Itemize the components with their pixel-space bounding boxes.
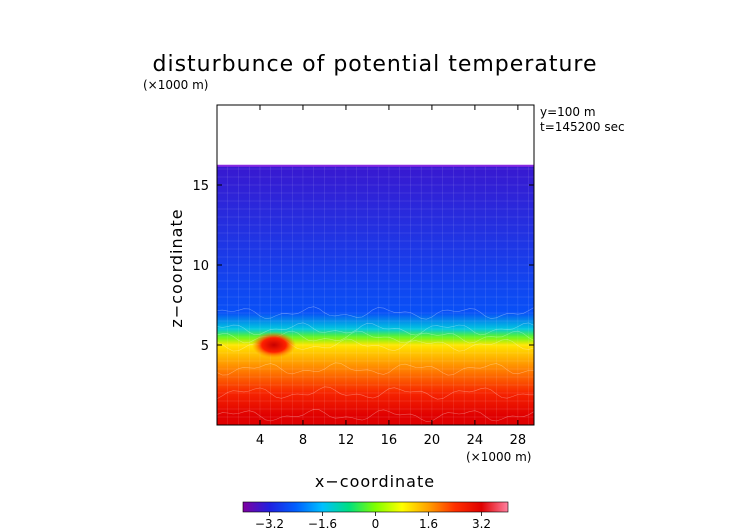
y-axis-label: z−coordinate <box>167 208 186 327</box>
x-tick-label: 20 <box>424 433 441 448</box>
colorbar-tick-label: 3.2 <box>472 517 491 531</box>
y-tick-label: 15 <box>192 179 209 194</box>
chart-title: disturbunce of potential temperature <box>153 52 598 77</box>
y-axis-ticks: 5 10 15 <box>192 179 534 354</box>
warm-anomaly <box>251 332 296 358</box>
colorbar <box>242 501 509 513</box>
colorbar-tick-label: −1.6 <box>308 517 337 531</box>
y-tick-label: 10 <box>192 259 209 274</box>
x-axis-label: x−coordinate <box>315 472 435 491</box>
y-tick-label: 5 <box>201 339 209 354</box>
field-contour <box>217 306 534 320</box>
temperature-field <box>217 164 534 425</box>
x-axis-ticks: 4 8 12 16 20 24 28 <box>256 105 526 448</box>
field-fill <box>217 165 534 425</box>
x-tick-label: 16 <box>381 433 398 448</box>
field-contour <box>217 362 534 376</box>
annotation-y: y=100 m <box>540 105 596 119</box>
x-tick-label: 8 <box>299 433 307 448</box>
x-tick-label: 28 <box>510 433 527 448</box>
field-contour <box>217 408 534 422</box>
field-contour <box>217 386 534 400</box>
colorbar-tick-label: 1.6 <box>419 517 438 531</box>
field-contour <box>217 322 534 336</box>
chart-scale-note: (×1000 m) <box>143 78 208 92</box>
x-scale-note: (×1000 m) <box>466 450 531 464</box>
x-tick-label: 4 <box>256 433 264 448</box>
colorbar-tick-label: 0 <box>372 517 380 531</box>
colorbar-tick-label: −3.2 <box>255 517 284 531</box>
annotation-time: t=145200 sec <box>540 120 625 134</box>
colorbar-ticks: −3.2 −1.6 0 1.6 3.2 <box>255 512 491 531</box>
x-tick-label: 24 <box>467 433 484 448</box>
x-tick-label: 12 <box>338 433 355 448</box>
